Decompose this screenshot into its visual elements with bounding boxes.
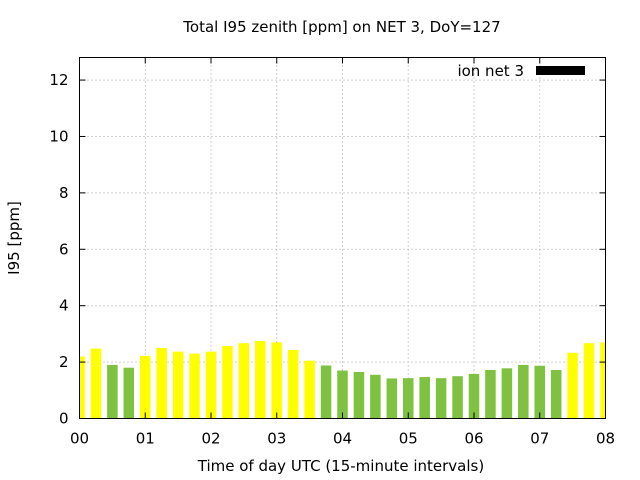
legend-label: ion net 3 (457, 62, 524, 80)
x-tick-label: 05 (399, 430, 418, 448)
bar (139, 355, 151, 419)
bar (583, 343, 595, 419)
y-tick-label: 0 (59, 410, 69, 428)
bar (222, 346, 233, 419)
y-tick-label: 2 (59, 353, 69, 371)
x-tick-label: 01 (136, 430, 155, 448)
chart-title: Total I95 zenith [ppm] on NET 3, DoY=127 (182, 18, 500, 36)
grid-lines (79, 57, 606, 419)
bar (205, 351, 217, 419)
bar (435, 378, 447, 419)
bar (172, 351, 184, 419)
bar (452, 376, 463, 419)
bar (271, 342, 283, 419)
bar (90, 348, 102, 419)
x-tick-label: 03 (267, 430, 286, 448)
legend: ion net 3 (457, 62, 585, 80)
bar (386, 378, 398, 419)
bar (468, 373, 480, 419)
legend-swatch (536, 66, 585, 75)
bar (337, 370, 348, 419)
bar (304, 360, 315, 419)
bar (600, 342, 606, 419)
bar (79, 356, 85, 419)
bar (123, 367, 135, 419)
bar (534, 365, 546, 419)
bar (501, 368, 513, 419)
y-tick-label: 10 (49, 127, 68, 145)
bar (156, 347, 167, 419)
x-tick-label: 07 (530, 430, 549, 448)
x-tick-label: 02 (201, 430, 220, 448)
bars (79, 340, 606, 419)
y-axis-label: I95 [ppm] (5, 201, 23, 275)
bar (518, 364, 529, 419)
bar (419, 377, 430, 419)
bar (550, 369, 562, 419)
x-tick-label: 06 (464, 430, 483, 448)
bar (189, 353, 200, 419)
x-tick-label: 00 (70, 430, 89, 448)
x-axis-label: Time of day UTC (15-minute intervals) (197, 457, 484, 475)
y-tick-label: 6 (59, 240, 69, 258)
y-tick-label: 8 (59, 184, 69, 202)
bar (255, 340, 266, 419)
x-tick-label: 08 (596, 430, 615, 448)
bar (370, 374, 381, 419)
bar (567, 352, 578, 419)
x-tick-label: 04 (333, 430, 352, 448)
bar (402, 378, 414, 419)
y-tick-label: 12 (49, 71, 68, 89)
bar (320, 365, 332, 419)
bar (287, 349, 299, 419)
y-tick-label: 4 (59, 297, 69, 315)
bar (353, 371, 365, 419)
axis-ticks (79, 57, 606, 419)
bar (485, 369, 496, 419)
bar (107, 364, 118, 419)
bar (238, 343, 250, 419)
